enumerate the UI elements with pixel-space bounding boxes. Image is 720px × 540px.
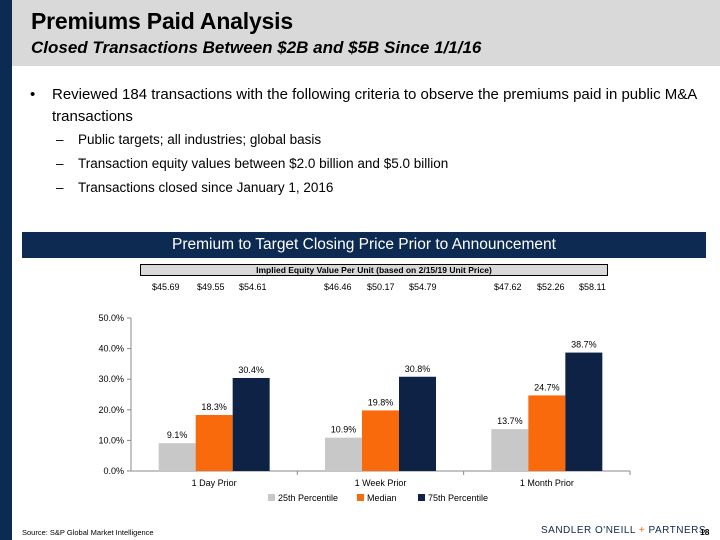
sub-bullet: – Public targets; all industries; global… [30,128,710,152]
y-tick-label: 40.0% [98,344,124,354]
logo-left-text: SANDLER O'NEILL [541,525,636,536]
sub-bullet-text: Public targets; all industries; global b… [78,132,322,147]
bar [399,376,436,471]
bar [195,415,233,471]
y-tick-label: 10.0% [98,435,124,445]
left-accent-bar [0,0,12,540]
firm-logo: SANDLER O'NEILL + PARTNERS [541,525,706,536]
premium-bar-chart: 0.0% 10.0% 20.0% 30.0% 40.0% 50.0% 9.1% 18.3% 30… [98,313,631,503]
legend-label: Median [367,493,397,503]
page-subtitle: Closed Transactions Between $2B and $5B … [31,38,482,57]
equity-value: $45.69 [152,282,180,292]
section-banner: Premium to Target Closing Price Prior to… [22,232,706,258]
y-tick-label: 0.0% [103,466,124,476]
sub-bullet: – Transactions closed since January 1, 2… [30,176,710,200]
equity-value: $54.79 [409,282,437,292]
equity-value: $46.46 [324,282,352,292]
legend-label: 75th Percentile [428,493,488,503]
title-header: Premiums Paid Analysis Closed Transactio… [12,0,720,66]
bullet-main-text: Reviewed 184 transactions with the follo… [52,86,697,125]
data-label: 9.1% [167,430,188,440]
data-label: 30.8% [405,364,431,374]
equity-value-header: Implied Equity Value Per Unit (based on … [140,264,608,276]
equity-value: $54.61 [239,282,267,292]
data-label: 19.8% [368,397,394,407]
y-tick-label: 20.0% [98,405,124,415]
data-label: 24.7% [534,382,560,392]
x-category-label: 1 Day Prior [192,478,237,488]
x-category-label: 1 Week Prior [355,478,407,488]
bullet-main: • Reviewed 184 transactions with the fol… [30,84,710,128]
dash-glyph: – [56,156,64,171]
page-number: 18 [700,527,710,537]
sub-bullet-text: Transaction equity values between $2.0 b… [78,156,449,171]
bar [565,352,603,471]
bullet-glyph: • [30,86,36,103]
data-label: 13.7% [497,416,523,426]
logo-right-text: PARTNERS [648,525,707,536]
sub-bullet: – Transaction equity values between $2.0… [30,152,710,176]
sub-bullet-text: Transactions closed since January 1, 201… [78,180,334,195]
legend-swatch [357,494,364,501]
bar [325,437,362,471]
source-note: Source: S&P Global Market Intelligence [22,528,154,537]
data-label: 10.9% [331,425,357,435]
data-label: 30.4% [238,365,264,375]
bar [232,377,270,471]
legend-label: 25th Percentile [278,493,338,503]
dash-glyph: – [56,132,64,147]
y-tick-label: 30.0% [98,374,124,384]
logo-plus: + [638,525,646,536]
page-title: Premiums Paid Analysis [31,8,293,34]
equity-value: $49.55 [197,282,225,292]
y-tick-label: 50.0% [98,313,124,323]
bar [158,443,196,471]
x-category-label: 1 Month Prior [520,478,574,488]
equity-value: $58.11 [579,282,606,292]
bar [491,429,529,471]
equity-value: $52.26 [537,282,565,292]
data-label: 38.7% [571,340,597,350]
equity-value: $50.17 [367,282,395,292]
bar [362,410,399,471]
criteria-bullets: • Reviewed 184 transactions with the fol… [30,84,710,200]
bar [528,395,566,471]
dash-glyph: – [56,180,64,195]
legend-swatch [268,494,275,501]
legend-swatch [418,494,425,501]
equity-value: $47.62 [494,282,522,292]
data-label: 18.3% [201,402,227,412]
